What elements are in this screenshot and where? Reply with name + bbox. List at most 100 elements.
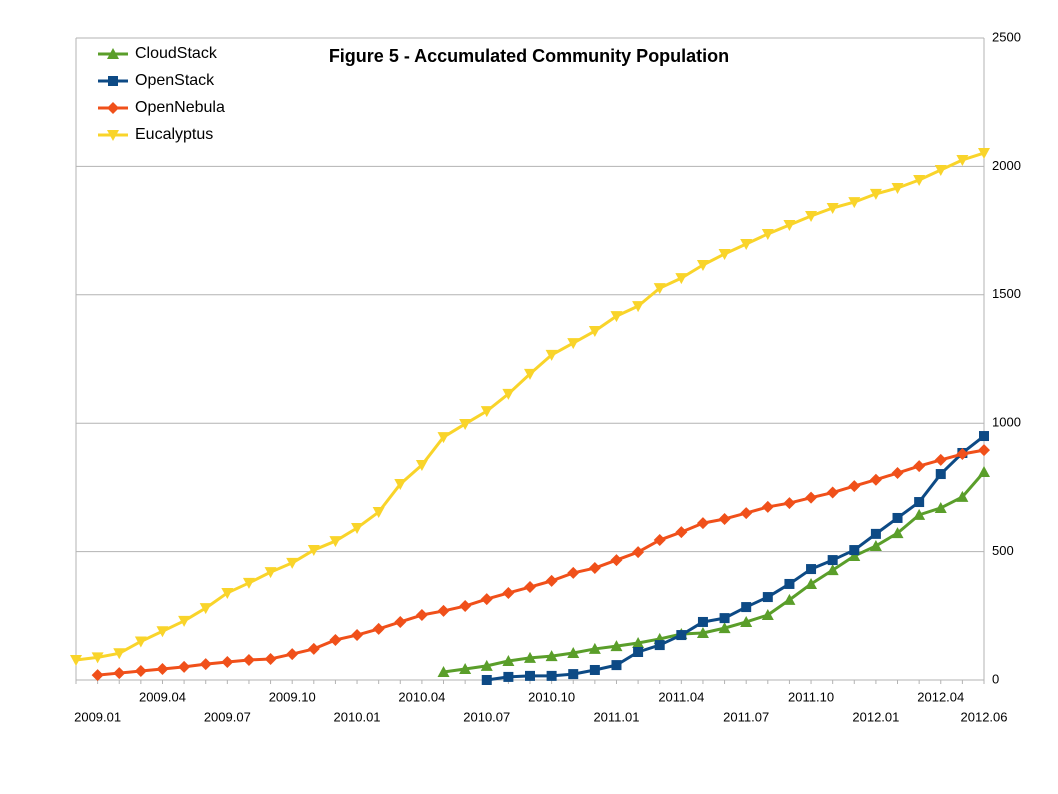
marker [956,154,969,166]
x-tick-label: 2011.04 [658,689,704,704]
marker [524,368,536,380]
marker [892,512,903,523]
x-tick-label: 2011.07 [723,709,769,724]
marker [503,671,514,682]
marker [610,311,623,323]
marker [870,528,881,539]
marker [307,545,320,557]
marker [826,203,839,215]
marker [914,497,925,508]
marker [675,526,688,539]
marker [545,574,558,587]
marker [329,633,342,646]
marker [935,469,946,480]
marker [611,660,622,671]
marker [589,664,600,675]
marker [546,670,557,681]
marker [934,501,947,513]
marker [242,577,255,589]
marker [891,527,904,539]
marker [221,656,234,669]
y-tick-label: 1000 [992,415,1021,430]
marker [827,555,838,566]
marker [108,76,118,86]
chart-title: Figure 5 - Accumulated Community Populat… [329,46,729,66]
marker [913,460,926,473]
marker [134,665,147,678]
marker [264,567,277,579]
marker [934,453,947,466]
x-tick-label: 2012.04 [917,689,964,704]
legend-label: OpenStack [135,72,215,89]
marker [459,600,472,613]
marker [805,210,818,222]
y-tick-label: 1500 [992,286,1021,301]
marker [762,592,773,603]
marker [178,660,191,673]
marker [588,326,601,338]
marker [826,564,839,576]
marker [415,609,428,622]
y-tick-label: 500 [992,543,1014,558]
marker [696,260,709,272]
marker [394,615,407,628]
marker [480,593,493,606]
marker [740,615,753,627]
marker [113,648,126,660]
marker [718,622,731,634]
marker [891,467,904,480]
marker [978,444,990,457]
legend-label: OpenNebula [135,99,225,116]
marker [588,562,601,575]
marker [891,182,904,194]
marker [567,566,580,579]
marker [199,658,212,671]
marker [783,219,796,231]
marker [481,675,492,685]
y-tick-label: 2500 [992,29,1021,44]
marker [568,669,579,680]
marker [783,497,796,510]
marker [913,175,926,187]
marker [610,640,623,652]
marker [761,609,774,621]
marker [806,564,817,575]
marker [761,228,774,240]
marker [654,640,665,651]
marker [372,507,385,519]
x-tick-label: 2010.04 [398,689,445,704]
marker [480,406,493,418]
marker [632,637,645,649]
marker [869,473,882,486]
marker [351,629,364,642]
marker [869,188,882,200]
marker [696,627,709,639]
marker [676,630,687,641]
x-tick-label: 2012.06 [961,709,1008,724]
marker [437,666,450,678]
marker [329,536,342,548]
marker [502,586,515,599]
marker [91,652,104,664]
x-tick-label: 2009.07 [204,709,251,724]
marker [741,602,752,613]
marker [588,642,601,654]
marker [934,164,947,176]
y-tick-label: 2000 [992,158,1021,173]
marker [567,338,580,350]
marker [480,659,493,671]
marker [826,486,839,499]
marker [545,349,558,361]
marker [848,549,861,561]
marker [632,301,645,313]
marker [849,545,860,556]
marker [91,669,104,682]
marker [979,431,989,442]
marker [675,273,688,285]
marker [286,648,299,661]
x-tick-label: 2011.10 [788,689,834,704]
marker [869,539,882,551]
marker [107,102,119,114]
marker [264,652,277,665]
